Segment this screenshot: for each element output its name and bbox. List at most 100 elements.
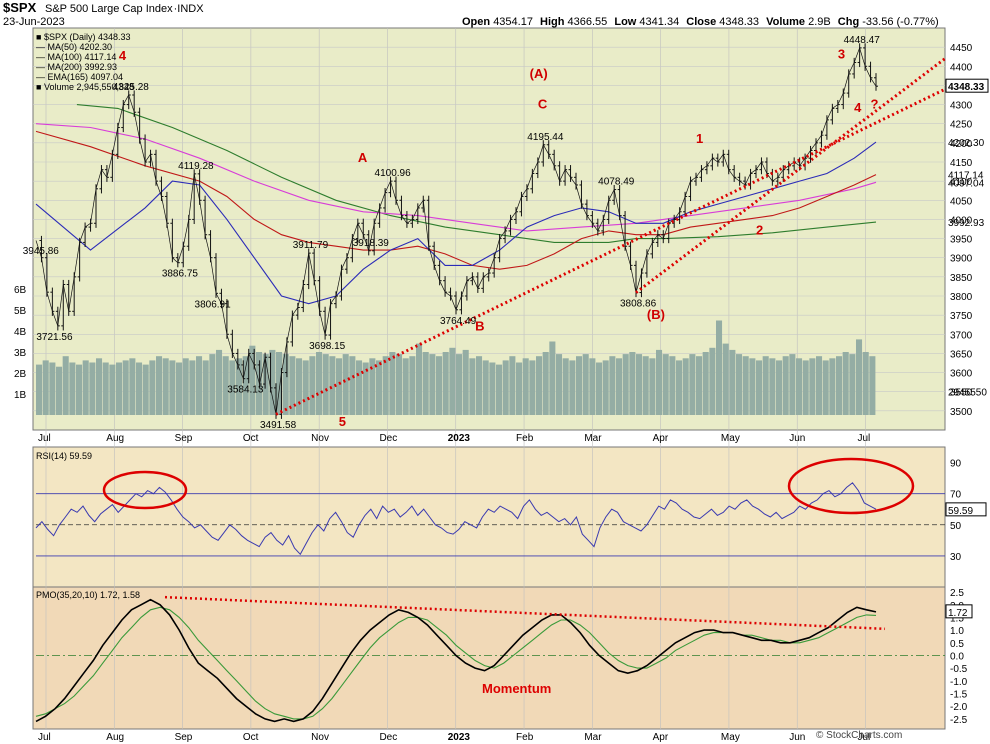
volume-bar [502, 360, 509, 415]
volume-bar [436, 356, 443, 415]
volume-bar [769, 358, 776, 415]
x-tick-label-pmo: Mar [584, 732, 602, 743]
volume-bar [182, 358, 189, 415]
volume-bar [549, 341, 556, 415]
trendline-lower [275, 87, 946, 416]
volume-bar [462, 349, 469, 415]
volume-bar [482, 360, 489, 415]
rsi-line [35, 482, 877, 556]
volume-bar [582, 354, 589, 415]
volume-bar [62, 356, 69, 415]
volume-tick-label: 2B [14, 369, 27, 380]
x-tick-label-price: 2023 [448, 433, 471, 444]
annotations: 3945.86 3721.56 4325.28 3886.75 4119.28 3806.… [23, 35, 946, 631]
volume-bar [682, 358, 689, 415]
pmo-tick-label: 1.0 [950, 626, 964, 637]
volume-bar [702, 352, 709, 415]
price-value-label: 3491.58 [260, 420, 297, 431]
pmo-tick-label: 2.5 [950, 588, 964, 599]
x-tick-label-pmo: Jun [789, 732, 805, 743]
volume-bar [749, 358, 756, 415]
y-tick-label: 4250 [950, 120, 973, 131]
legend-ma50: — MA(50) 4202.30 [36, 42, 112, 52]
volume-bar [576, 356, 583, 415]
y-tick-label: 4450 [950, 43, 973, 54]
pmo-tick-label: -1.5 [950, 690, 968, 701]
volume-bar [542, 352, 549, 415]
axes: Jul Jul Aug Aug Sep Sep Oct Oct Nov Nov Dec Dec 2023… [14, 43, 989, 743]
volume-bar [329, 356, 336, 415]
price-value-label: 4078.49 [598, 177, 635, 188]
volume-bar [269, 349, 276, 415]
volume-bar [836, 356, 843, 415]
volume-bar [689, 354, 696, 415]
volume-bar [122, 360, 129, 415]
volume-bar [776, 360, 783, 415]
volume-bar [622, 354, 629, 415]
x-tick-label-pmo: May [721, 732, 740, 743]
volume-bar [562, 358, 569, 415]
volume-bar [356, 360, 363, 415]
price-value-label: 4100.96 [375, 168, 412, 179]
volume-bar [469, 358, 476, 415]
rsi-tick-label: 70 [950, 490, 962, 501]
x-tick-label-pmo: Oct [243, 732, 259, 743]
volume-bar [809, 358, 816, 415]
volume-bar [209, 354, 216, 415]
index-name: S&P 500 Large Cap Index·INDX [45, 3, 204, 15]
x-tick-label-price: Mar [584, 433, 602, 444]
volume-bar [56, 366, 63, 415]
volume-bar [109, 364, 116, 415]
header-date: 23-Jun-2023 [3, 16, 65, 28]
x-tick-label-price: Oct [243, 433, 259, 444]
rsi-tick-label: 90 [950, 459, 962, 470]
volume-bar [862, 352, 869, 415]
pmo-tick-label: 0.0 [950, 651, 964, 662]
price-legend: ■ $SPX (Daily) 4348.33 — MA(50) 4202.30 … [36, 32, 134, 92]
volume-bar [69, 362, 76, 415]
volume-bar [176, 362, 183, 415]
price-value-label: 3808.86 [620, 299, 657, 310]
right-value-label: 4202.30 [948, 138, 985, 149]
legend-ma100: — MA(100) 4117.14 4 [36, 48, 127, 63]
volume-bar [756, 360, 763, 415]
volume-bar [376, 360, 383, 415]
x-tick-label-pmo: Nov [311, 732, 329, 743]
y-tick-label: 3500 [950, 407, 973, 418]
pmo-last-value: 1.72 [948, 608, 968, 619]
right-value-label: 4117.14 [948, 171, 984, 182]
volume-bar [409, 356, 416, 415]
volume-bars [36, 320, 876, 415]
ma100-line [35, 130, 877, 270]
price-value-label: 3721.56 [36, 332, 73, 343]
volume-bar [196, 356, 203, 415]
volume-bar [362, 362, 369, 415]
y-tick-label: 4000 [950, 215, 973, 226]
right-value-label: 4348.33 [948, 82, 985, 93]
price-value-label: 3806.91 [195, 299, 232, 310]
x-tick-label-price: Sep [175, 433, 193, 444]
x-tick-label-pmo: 2023 [448, 732, 471, 743]
ema165-line [35, 123, 877, 232]
volume-bar [696, 356, 703, 415]
x-tick-label-pmo: Jul [38, 732, 51, 743]
rsi-title: RSI(14) 59.59 [36, 451, 92, 461]
volume-bar [256, 352, 263, 415]
y-tick-label: 3550 [950, 388, 973, 399]
y-tick-label: 3750 [950, 311, 973, 322]
volume-bar [742, 356, 749, 415]
x-tick-label-price: May [721, 433, 740, 444]
volume-bar [156, 356, 163, 415]
volume-bar [309, 356, 316, 415]
volume-bar [429, 354, 436, 415]
y-tick-label: 3850 [950, 273, 973, 284]
volume-bar [189, 360, 196, 415]
volume-bar [36, 364, 43, 415]
wave-label: 1 [696, 131, 703, 146]
price-value-label: 3911.79 [293, 240, 329, 251]
x-tick-label-pmo: Dec [379, 732, 397, 743]
volume-bar [322, 354, 329, 415]
y-tick-label: 4400 [950, 62, 973, 73]
y-tick-label: 3650 [950, 349, 973, 360]
volume-bar [729, 349, 736, 415]
